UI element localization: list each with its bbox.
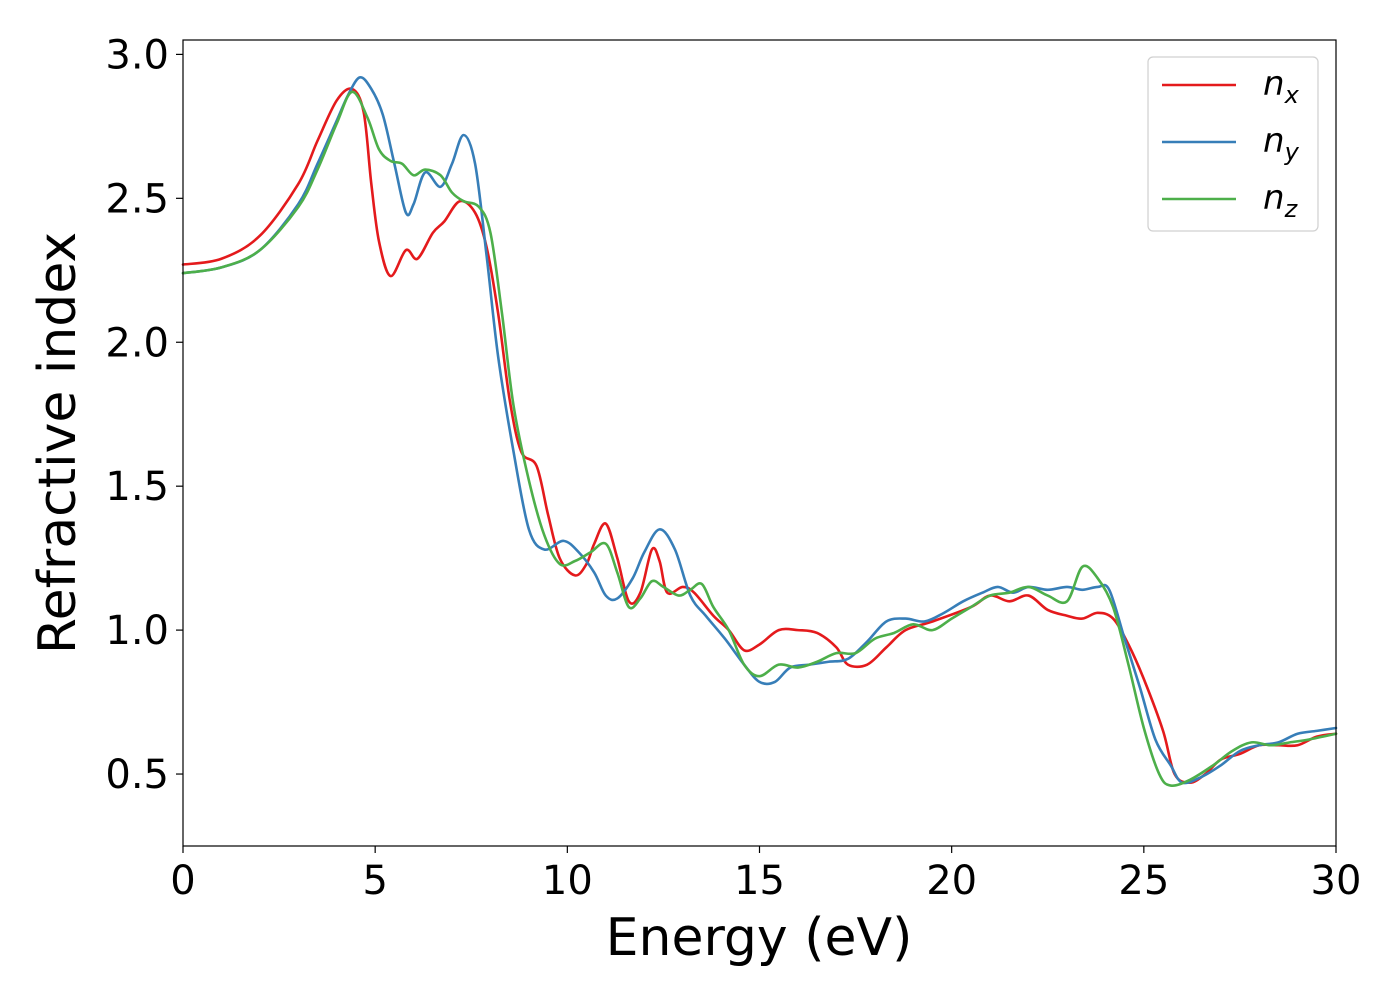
y-tick-label: 2.5 xyxy=(105,176,169,222)
y-tick-label: 2.0 xyxy=(105,320,169,366)
legend-box xyxy=(1147,56,1319,232)
x-tick-label: 25 xyxy=(1118,858,1169,904)
x-tick-label: 30 xyxy=(1311,858,1362,904)
y-axis-title: Refractive index xyxy=(28,232,88,654)
y-tick-label: 1.0 xyxy=(105,608,169,654)
series-line-nz xyxy=(181,90,1338,788)
x-axis-title: Energy (eV) xyxy=(606,908,913,968)
y-tick-label: 1.5 xyxy=(105,464,169,510)
x-tick-label: 10 xyxy=(542,858,593,904)
legend-label-ny: ny xyxy=(1263,121,1300,166)
legend-label-subscript: x xyxy=(1284,81,1300,109)
legend-label-base: n xyxy=(1263,178,1285,218)
x-ticks: 0 5 10 15 20 25 30 xyxy=(170,846,1361,904)
legend-label-subscript: z xyxy=(1284,195,1299,223)
series-layer xyxy=(181,76,1338,788)
legend-label-base: n xyxy=(1263,64,1285,104)
x-tick-label: 20 xyxy=(926,858,977,904)
y-tick-label: 3.0 xyxy=(105,32,169,78)
x-tick-label: 5 xyxy=(362,858,387,904)
x-tick-label: 0 xyxy=(170,858,195,904)
legend-label-nx: nx xyxy=(1263,64,1300,109)
y-ticks: 0.5 1.0 1.5 2.0 2.5 3.0 xyxy=(105,32,183,798)
y-tick-label: 0.5 xyxy=(105,752,169,798)
legend-label-base: n xyxy=(1263,121,1285,161)
x-tick-label: 15 xyxy=(734,858,785,904)
legend-label-subscript: y xyxy=(1284,138,1300,166)
series-line-ny xyxy=(181,76,1338,785)
legend-label-nz: nz xyxy=(1263,178,1299,223)
